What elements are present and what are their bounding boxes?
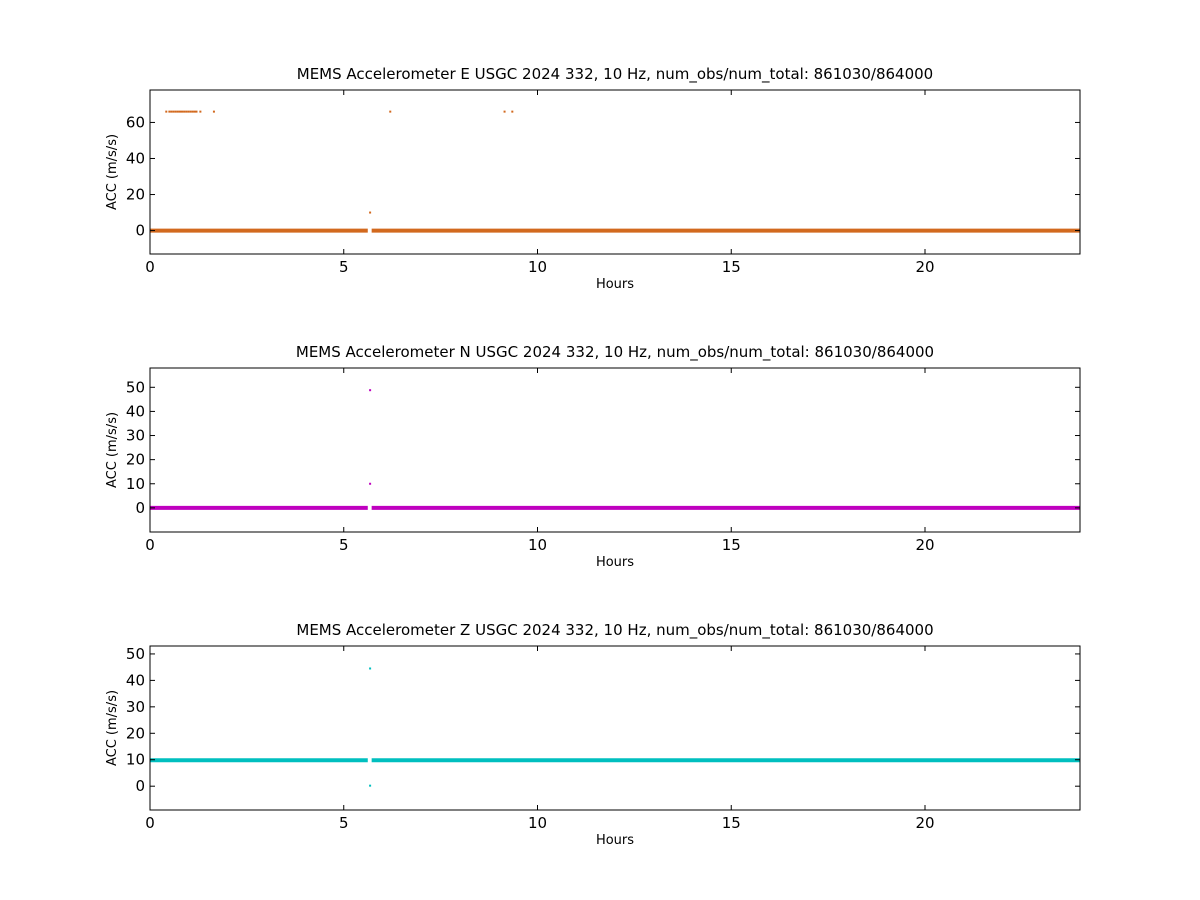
subplot-e: MEMS Accelerometer E USGC 2024 332, 10 H…	[105, 65, 1081, 292]
axes-frame	[149, 645, 1081, 811]
y-tick-label: 20	[126, 724, 145, 742]
data-point	[369, 667, 372, 670]
data-point	[172, 110, 175, 113]
x-tick-label: 0	[145, 536, 155, 554]
data-point	[195, 110, 198, 113]
data-point	[511, 110, 514, 113]
data-point	[189, 110, 192, 113]
y-tick-label: 20	[126, 186, 145, 204]
y-axis-label: ACC (m/s/s)	[105, 690, 120, 766]
data-point	[165, 110, 168, 113]
axes-frame	[149, 367, 1081, 533]
x-tick-label: 15	[722, 258, 741, 276]
data-point	[176, 110, 179, 113]
x-tick-label: 5	[339, 258, 349, 276]
y-tick-label: 40	[126, 671, 145, 689]
y-tick-label: 0	[135, 222, 145, 240]
data-point	[168, 110, 171, 113]
x-tick-label: 0	[145, 258, 155, 276]
data-point	[369, 784, 372, 787]
x-tick-label: 10	[528, 536, 547, 554]
y-tick-label: 50	[126, 378, 145, 396]
y-tick-label: 60	[126, 113, 145, 131]
x-axis-label: Hours	[596, 833, 634, 848]
x-tick-label: 5	[339, 814, 349, 832]
y-axis-label: ACC (m/s/s)	[105, 412, 120, 488]
x-tick-label: 20	[915, 258, 934, 276]
y-tick-label: 0	[135, 777, 145, 795]
subplot-n: MEMS Accelerometer N USGC 2024 332, 10 H…	[105, 343, 1081, 570]
data-point	[193, 110, 196, 113]
x-tick-label: 20	[915, 814, 934, 832]
x-tick-label: 5	[339, 536, 349, 554]
y-tick-label: 40	[126, 149, 145, 167]
data-point	[369, 482, 372, 485]
subplot-z: MEMS Accelerometer Z USGC 2024 332, 10 H…	[105, 621, 1081, 848]
x-tick-label: 10	[528, 258, 547, 276]
y-tick-label: 50	[126, 645, 145, 663]
data-point	[369, 389, 372, 392]
x-tick-label: 20	[915, 536, 934, 554]
x-axis-label: Hours	[596, 277, 634, 292]
y-tick-label: 30	[126, 427, 145, 445]
data-point	[185, 110, 188, 113]
data-point	[199, 110, 202, 113]
data-point	[183, 110, 186, 113]
data-point	[212, 110, 215, 113]
data-point	[503, 110, 506, 113]
data-point	[191, 110, 194, 113]
x-axis-label: Hours	[596, 555, 634, 570]
data-point	[178, 110, 181, 113]
subplot-title: MEMS Accelerometer E USGC 2024 332, 10 H…	[297, 65, 933, 84]
y-tick-label: 10	[126, 751, 145, 769]
y-tick-label: 10	[126, 475, 145, 493]
subplot-title: MEMS Accelerometer N USGC 2024 332, 10 H…	[296, 343, 934, 362]
data-point	[181, 110, 184, 113]
y-tick-label: 0	[135, 499, 145, 517]
x-tick-label: 15	[722, 536, 741, 554]
y-axis-label: ACC (m/s/s)	[105, 134, 120, 210]
data-point	[369, 211, 372, 214]
x-tick-label: 0	[145, 814, 155, 832]
data-point	[187, 110, 190, 113]
data-point	[389, 110, 392, 113]
y-tick-label: 30	[126, 698, 145, 716]
data-point	[174, 110, 177, 113]
x-tick-label: 10	[528, 814, 547, 832]
axes-frame	[149, 89, 1081, 255]
data-point	[180, 110, 182, 113]
y-tick-label: 20	[126, 451, 145, 469]
x-tick-label: 15	[722, 814, 741, 832]
y-tick-label: 40	[126, 402, 145, 420]
data-point	[170, 110, 173, 113]
subplot-title: MEMS Accelerometer Z USGC 2024 332, 10 H…	[296, 621, 933, 640]
